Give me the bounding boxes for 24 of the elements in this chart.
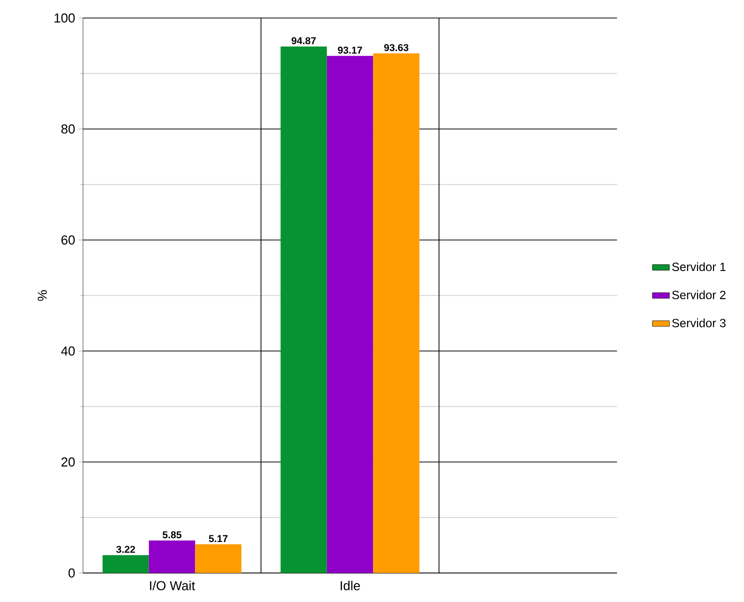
x-tick-label: Idle — [340, 580, 360, 590]
data-label: 5.85 — [162, 531, 182, 538]
legend-label: Servidor 2 — [672, 290, 726, 300]
data-label: 93.63 — [384, 44, 408, 52]
data-label: 93.17 — [338, 46, 362, 54]
data-label: 5.17 — [208, 535, 228, 542]
legend-label: Servidor 1 — [672, 262, 726, 272]
legend-label: Servidor 3 — [672, 318, 726, 328]
y-tick-label: 20 — [61, 457, 75, 467]
data-label: 94.87 — [292, 37, 316, 44]
bar — [373, 53, 420, 573]
y-axis-title: % — [38, 290, 47, 301]
y-tick-label: 0 — [68, 568, 75, 578]
y-tick-label: 40 — [61, 346, 75, 356]
bar — [102, 555, 149, 573]
x-tick-label: I/O Wait — [150, 580, 196, 590]
bar — [326, 56, 374, 573]
bar — [280, 46, 327, 573]
y-tick-label: 60 — [61, 235, 75, 245]
y-tick-label: 100 — [54, 13, 75, 23]
y-tick-label: 80 — [61, 124, 75, 134]
bar — [148, 540, 196, 573]
bar — [195, 544, 242, 573]
data-label: 3.22 — [116, 546, 136, 553]
